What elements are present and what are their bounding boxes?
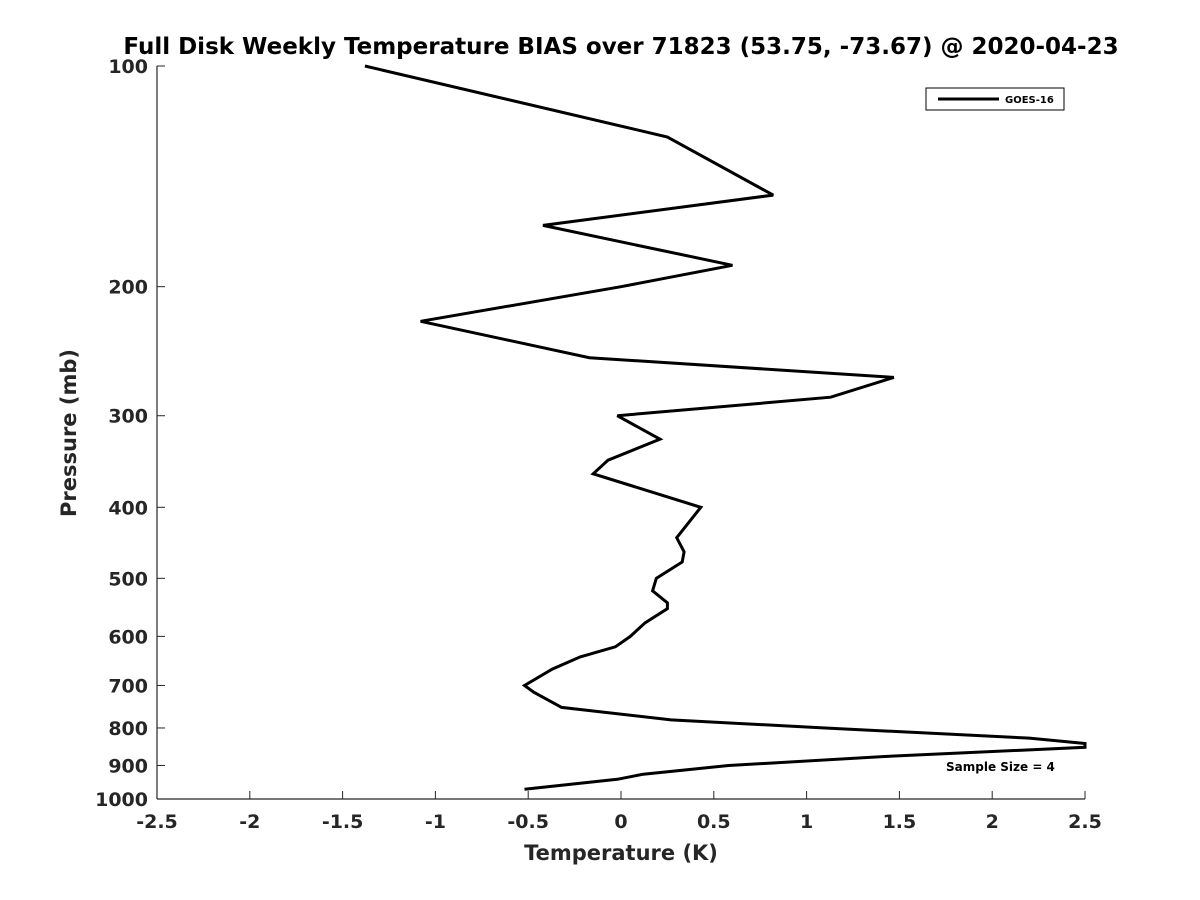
x-tick-label: 2.5	[1068, 811, 1102, 833]
y-tick-label: 300	[108, 406, 148, 428]
x-tick-label: -2	[239, 811, 260, 833]
y-tick-label: 600	[108, 626, 148, 648]
x-tick-label: -2.5	[136, 811, 178, 833]
y-tick-label: 100	[108, 56, 148, 78]
y-tick-label: 1000	[95, 789, 148, 811]
x-tick-label: 2	[986, 811, 999, 833]
x-tick-label: -1	[425, 811, 446, 833]
x-tick-label: -0.5	[507, 811, 549, 833]
y-tick-label: 900	[108, 755, 148, 777]
legend-label-goes-16: GOES-16	[1005, 95, 1054, 106]
series-line-goes-16	[364, 64, 1087, 791]
y-tick-label: 700	[108, 675, 148, 697]
legend: GOES-16	[925, 87, 1065, 111]
x-tick-label: 1.5	[883, 811, 917, 833]
x-tick-label: 1	[800, 811, 813, 833]
y-tick-label: 800	[108, 718, 148, 740]
y-tick-label: 400	[108, 497, 148, 519]
sample-size-annotation: Sample Size = 4	[946, 760, 1055, 774]
x-tick-label: 0	[614, 811, 627, 833]
y-tick-label: 500	[108, 568, 148, 590]
x-tick-label: 0.5	[697, 811, 731, 833]
y-tick-label: 200	[108, 277, 148, 299]
chart-title: Full Disk Weekly Temperature BIAS over 7…	[123, 34, 1118, 60]
x-axis-label: Temperature (K)	[524, 841, 718, 865]
y-axis-label: Pressure (mb)	[57, 349, 81, 517]
x-tick-label: -1.5	[322, 811, 364, 833]
